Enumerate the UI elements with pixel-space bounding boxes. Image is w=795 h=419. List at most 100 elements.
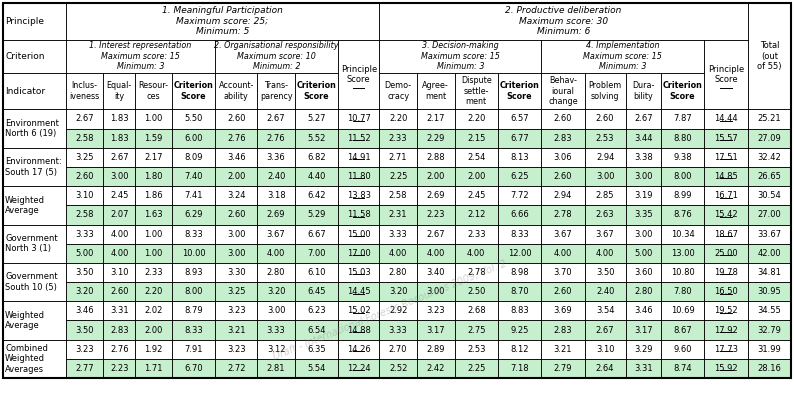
Text: 15.42: 15.42 bbox=[714, 210, 738, 220]
Bar bbox=[258, 167, 295, 186]
Bar bbox=[258, 205, 295, 225]
Text: 2.78: 2.78 bbox=[553, 210, 572, 220]
Text: Behav-
ioural
change: Behav- ioural change bbox=[548, 76, 578, 106]
Text: 1. Interest representation
Maximum score: 15
Minimum: 3: 1. Interest representation Maximum score… bbox=[89, 41, 192, 71]
Text: 2.12: 2.12 bbox=[467, 210, 486, 220]
Text: 3.46: 3.46 bbox=[227, 153, 246, 162]
Bar bbox=[135, 321, 172, 340]
Text: 7.87: 7.87 bbox=[673, 114, 692, 124]
Bar bbox=[379, 359, 417, 378]
Text: 2.76: 2.76 bbox=[110, 345, 129, 354]
Text: 34.55: 34.55 bbox=[758, 306, 781, 316]
Bar bbox=[258, 359, 295, 378]
Text: 2.67: 2.67 bbox=[426, 230, 445, 238]
Bar bbox=[498, 282, 541, 301]
Bar bbox=[661, 205, 704, 225]
Text: 4.00: 4.00 bbox=[596, 249, 615, 258]
Text: 6.70: 6.70 bbox=[184, 364, 203, 373]
Bar bbox=[103, 244, 135, 263]
Text: 10.00: 10.00 bbox=[181, 249, 205, 258]
Text: 3.40: 3.40 bbox=[427, 268, 445, 277]
Bar bbox=[541, 321, 584, 340]
Text: 6.57: 6.57 bbox=[510, 114, 529, 124]
Text: Environment:
South 17 (5): Environment: South 17 (5) bbox=[5, 157, 62, 177]
Text: 8.74: 8.74 bbox=[673, 364, 692, 373]
Bar bbox=[626, 129, 661, 148]
Text: 3.33: 3.33 bbox=[267, 326, 285, 334]
Text: 1. Meaningful Participation
Maximum score: 25;
Minimum: 5: 1. Meaningful Participation Maximum scor… bbox=[162, 6, 283, 36]
Text: 3.23: 3.23 bbox=[227, 345, 246, 354]
Text: 12.00: 12.00 bbox=[508, 249, 531, 258]
Bar bbox=[417, 244, 455, 263]
Bar bbox=[747, 282, 791, 301]
Text: 17.73: 17.73 bbox=[714, 345, 738, 354]
Text: 2.54: 2.54 bbox=[467, 153, 486, 162]
Text: 7.00: 7.00 bbox=[308, 249, 326, 258]
Bar bbox=[704, 129, 747, 148]
Text: 2.67: 2.67 bbox=[76, 114, 94, 124]
Text: 3.00: 3.00 bbox=[110, 172, 129, 181]
Text: 6.77: 6.77 bbox=[510, 134, 529, 143]
Text: 6.29: 6.29 bbox=[184, 210, 203, 220]
Text: 2.83: 2.83 bbox=[553, 326, 572, 334]
Bar bbox=[626, 167, 661, 186]
Bar bbox=[541, 244, 584, 263]
Text: 2.63: 2.63 bbox=[595, 210, 615, 220]
Text: 2.25: 2.25 bbox=[467, 364, 486, 373]
Text: 2. Organisational responsibility
Maximum score: 10
Minimum: 2: 2. Organisational responsibility Maximum… bbox=[215, 41, 339, 71]
Text: 2.60: 2.60 bbox=[227, 114, 246, 124]
Bar bbox=[295, 321, 338, 340]
Text: 1.83: 1.83 bbox=[110, 114, 129, 124]
Text: 8.80: 8.80 bbox=[673, 134, 692, 143]
Text: 10.77: 10.77 bbox=[347, 114, 370, 124]
Text: 4.00: 4.00 bbox=[554, 249, 572, 258]
Text: 2.00: 2.00 bbox=[145, 326, 163, 334]
Text: 17.00: 17.00 bbox=[347, 249, 370, 258]
Text: 3.24: 3.24 bbox=[227, 191, 246, 200]
Text: 2.78: 2.78 bbox=[467, 268, 486, 277]
Bar bbox=[172, 205, 215, 225]
Text: 3.06: 3.06 bbox=[553, 153, 572, 162]
Text: 2.88: 2.88 bbox=[426, 153, 445, 162]
Bar bbox=[541, 282, 584, 301]
Text: 2.70: 2.70 bbox=[389, 345, 407, 354]
Text: 42.00: 42.00 bbox=[758, 249, 781, 258]
Text: 3.20: 3.20 bbox=[76, 287, 94, 296]
Bar bbox=[661, 244, 704, 263]
Bar bbox=[661, 359, 704, 378]
Text: 3.44: 3.44 bbox=[634, 134, 653, 143]
Text: 8.33: 8.33 bbox=[184, 230, 203, 238]
Text: 2.25: 2.25 bbox=[389, 172, 407, 181]
Text: 7.41: 7.41 bbox=[184, 191, 203, 200]
Bar bbox=[66, 244, 103, 263]
Text: 14.26: 14.26 bbox=[347, 345, 370, 354]
Text: Criterion
Score: Criterion Score bbox=[297, 81, 336, 101]
Text: 8.93: 8.93 bbox=[184, 268, 203, 277]
Text: 25.21: 25.21 bbox=[758, 114, 781, 124]
Text: 15.02: 15.02 bbox=[347, 306, 370, 316]
Text: 2.23: 2.23 bbox=[110, 364, 129, 373]
Text: 14.85: 14.85 bbox=[714, 172, 738, 181]
Text: 8.70: 8.70 bbox=[510, 287, 529, 296]
Bar bbox=[338, 282, 379, 301]
Text: 2.40: 2.40 bbox=[267, 172, 285, 181]
Text: 3.46: 3.46 bbox=[76, 306, 94, 316]
Text: 2.76: 2.76 bbox=[267, 134, 285, 143]
Bar bbox=[417, 167, 455, 186]
Text: 2.72: 2.72 bbox=[227, 364, 246, 373]
Bar bbox=[498, 359, 541, 378]
Bar bbox=[417, 205, 455, 225]
Bar bbox=[584, 244, 626, 263]
Text: 3.12: 3.12 bbox=[267, 345, 285, 354]
Text: Draft - International Forests Resources 2009, Vol. 2: Draft - International Forests Resources … bbox=[272, 259, 508, 362]
Text: 8.00: 8.00 bbox=[184, 287, 203, 296]
Text: 2.58: 2.58 bbox=[389, 191, 407, 200]
Text: 27.00: 27.00 bbox=[758, 210, 781, 220]
Bar bbox=[3, 3, 791, 378]
Text: 2.29: 2.29 bbox=[427, 134, 445, 143]
Bar bbox=[103, 359, 135, 378]
Bar bbox=[172, 282, 215, 301]
Text: 2. Productive deliberation
Maximum score: 30
Minimum: 6: 2. Productive deliberation Maximum score… bbox=[506, 6, 622, 36]
Bar bbox=[417, 129, 455, 148]
Bar bbox=[498, 321, 541, 340]
